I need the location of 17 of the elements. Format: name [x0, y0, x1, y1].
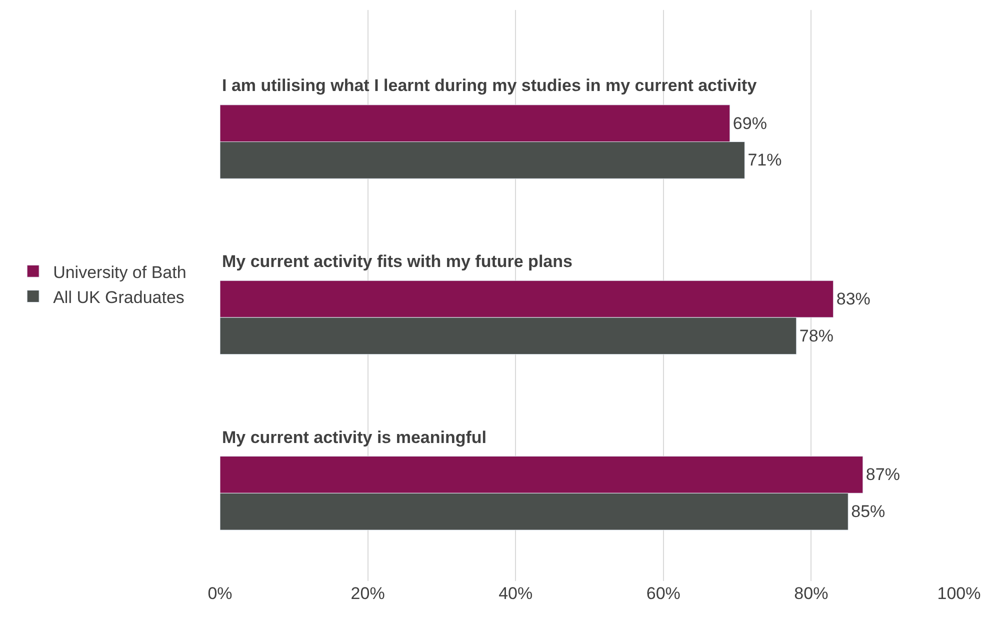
data-label: 87%	[866, 465, 900, 484]
data-label: 83%	[836, 290, 870, 309]
data-label: 85%	[851, 502, 886, 522]
x-tick-label: 20%	[350, 584, 385, 603]
data-label: 78%	[799, 326, 834, 346]
legend-label: All UK Graduates	[53, 288, 184, 307]
data-label: 71%	[748, 150, 782, 170]
x-tick-label: 100%	[937, 584, 981, 603]
x-tick-label: 60%	[646, 584, 680, 603]
legend-label: University of Bath	[53, 262, 186, 282]
x-tick-label: 40%	[498, 584, 533, 603]
y-tick-label: My current activity fits with my future plans	[222, 252, 572, 271]
data-label: 69%	[732, 114, 767, 133]
x-tick-label: 0%	[208, 584, 232, 603]
y-tick-label: I am utilising what I learnt during my studies in my current activity	[222, 76, 758, 95]
y-tick-label: My current activity is meaningful	[222, 428, 487, 447]
x-tick-label: 80%	[794, 584, 828, 603]
